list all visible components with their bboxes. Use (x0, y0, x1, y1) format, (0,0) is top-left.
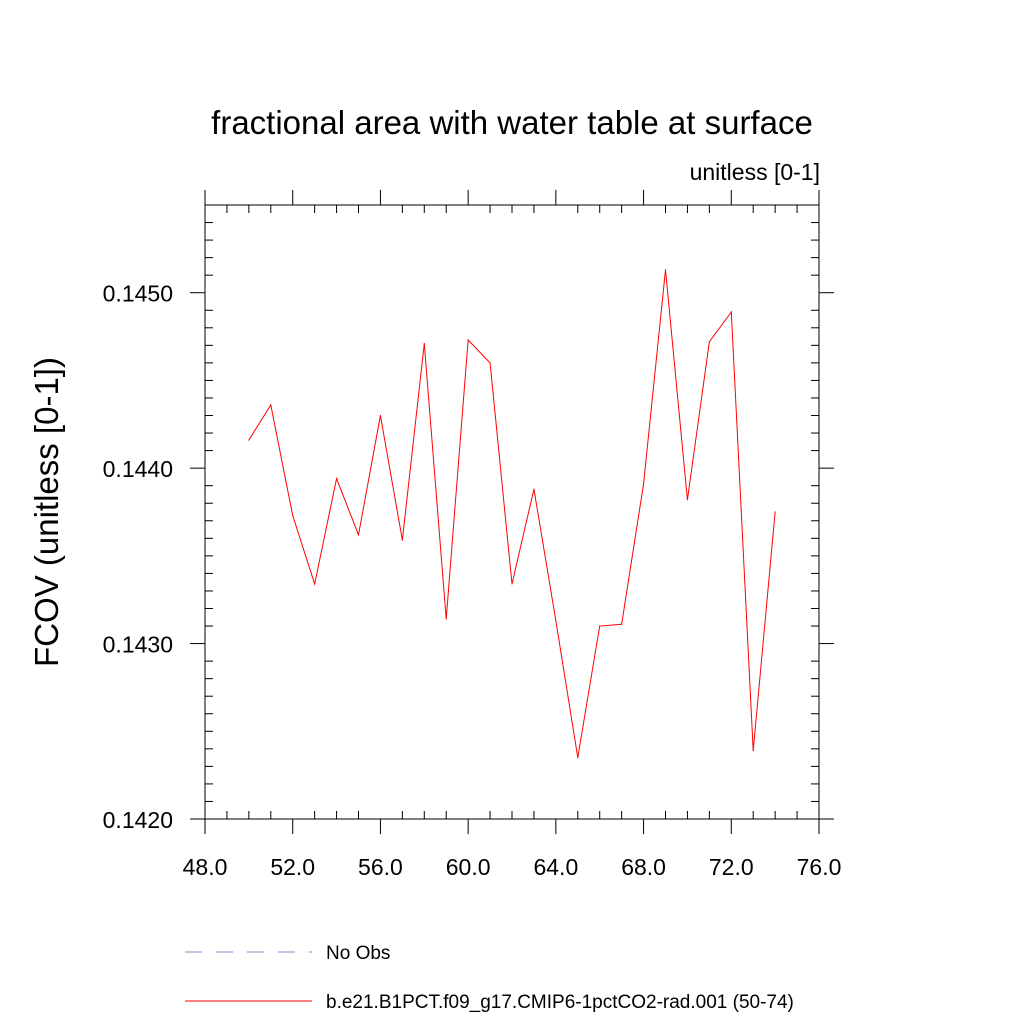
data-point (445, 618, 447, 620)
legend-label: b.e21.B1PCT.f09_g17.CMIP6-1pctCO2-rad.00… (326, 992, 794, 1013)
x-tick-label: 60.0 (446, 854, 491, 880)
data-point (752, 749, 754, 752)
x-tick-label: 52.0 (270, 854, 315, 880)
data-point (401, 539, 403, 541)
y-tick-label: 0.1420 (103, 807, 173, 833)
y-axis: 0.1420 0.1430 0.1440 0.1450 (103, 204, 834, 833)
data-point (511, 583, 513, 585)
data-point (335, 478, 338, 480)
x-tick-label: 48.0 (183, 854, 228, 880)
data-point (686, 499, 689, 501)
data-point (774, 511, 776, 513)
x-tick-label: 76.0 (797, 854, 842, 880)
data-point (357, 534, 360, 536)
data-point (642, 483, 645, 485)
data-point (533, 488, 535, 490)
data-point (423, 342, 425, 345)
legend: No Obs b.e21.B1PCT.f09_g17.CMIP6-1pctCO2-… (185, 943, 794, 1013)
data-point (577, 757, 579, 759)
plot-frame (204, 204, 820, 820)
chart-title: fractional area with water table at surf… (211, 104, 813, 141)
chart-subtitle: unitless [0-1] (690, 159, 820, 185)
x-tick-label: 56.0 (358, 854, 403, 880)
y-tick-label: 0.1430 (103, 632, 173, 658)
data-point (555, 620, 557, 622)
series-line (248, 269, 776, 758)
data-point (314, 583, 316, 585)
x-axis: 48.0 52.0 56.0 60.0 64.0 68.0 72.0 76.0 (183, 190, 842, 880)
series-layer (248, 269, 776, 759)
y-axis-label: FCOV (unitless [0-1]) (28, 357, 65, 667)
legend-label: No Obs (326, 943, 390, 964)
data-point (248, 439, 250, 441)
data-point (708, 341, 710, 343)
data-point (489, 362, 491, 364)
y-tick-label: 0.1450 (103, 281, 173, 307)
x-tick-label: 68.0 (621, 854, 666, 880)
data-point (270, 404, 272, 406)
data-point (292, 514, 294, 517)
y-tick-label: 0.1440 (103, 456, 173, 482)
data-point (664, 269, 667, 271)
data-point (621, 623, 623, 625)
data-point (467, 339, 469, 341)
data-point (599, 625, 601, 627)
x-tick-label: 64.0 (533, 854, 578, 880)
data-point (379, 414, 382, 417)
data-point (730, 311, 732, 313)
x-tick-label: 72.0 (709, 854, 754, 880)
